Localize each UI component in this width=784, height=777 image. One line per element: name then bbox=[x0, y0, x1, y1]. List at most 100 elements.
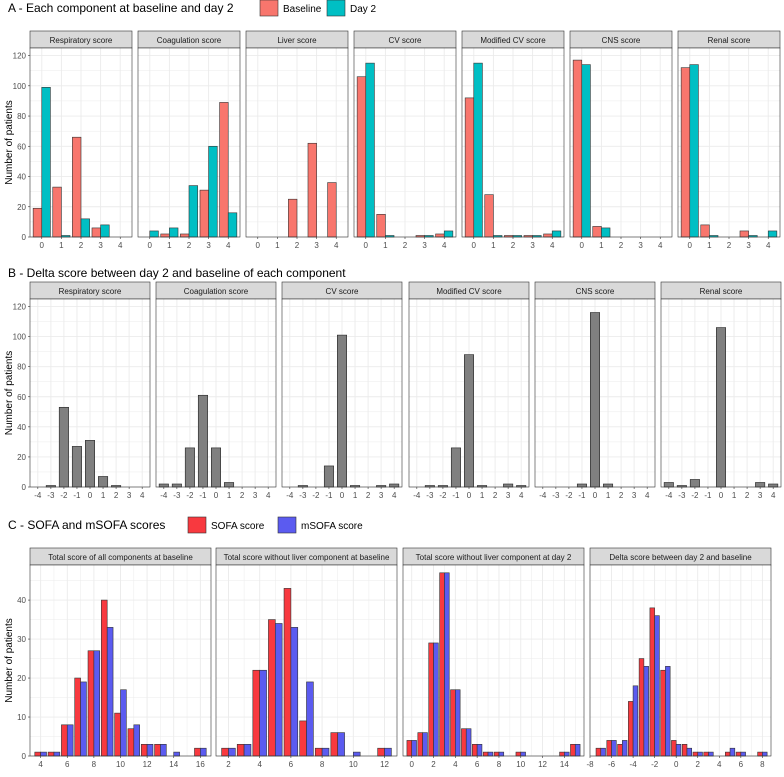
x-tick-label-B1--4: -4 bbox=[160, 491, 168, 500]
bar-msofa-C3-3 bbox=[708, 751, 714, 757]
x-tick-label-B4--4: -4 bbox=[539, 491, 547, 500]
x-tick-label-A1-1: 1 bbox=[167, 241, 172, 250]
x-tick-label-C3-8: 8 bbox=[760, 760, 765, 769]
x-tick-label-A2-3: 3 bbox=[314, 241, 319, 250]
bar-msofa-C2-2 bbox=[433, 642, 439, 757]
x-tick-label-C0-10: 10 bbox=[116, 760, 125, 769]
x-tick-label-B5-0: 0 bbox=[719, 491, 724, 500]
bar-delta-B2--1 bbox=[323, 465, 334, 488]
facet-title-B3: Modified CV score bbox=[436, 287, 502, 296]
y-tick-label-A-80: 80 bbox=[17, 112, 26, 121]
bar-sofa-C2-2 bbox=[428, 642, 434, 757]
x-tick-label-B2--4: -4 bbox=[286, 491, 294, 500]
x-tick-label-A0-0: 0 bbox=[40, 241, 45, 250]
x-tick-label-A3-2: 2 bbox=[403, 241, 408, 250]
facet-border-B2 bbox=[281, 298, 403, 488]
panel-b-title: B - Delta score between day 2 and baseli… bbox=[8, 266, 346, 280]
x-tick-label-B4--2: -2 bbox=[565, 491, 573, 500]
x-tick-label-A6-4: 4 bbox=[766, 241, 771, 250]
y-tick-label-B-0: 0 bbox=[22, 483, 27, 492]
x-tick-label-B0-3: 3 bbox=[127, 491, 132, 500]
bar-delta-B4--1 bbox=[576, 483, 587, 488]
x-tick-label-A2-0: 0 bbox=[256, 241, 261, 250]
bar-msofa-C0-13 bbox=[160, 744, 167, 757]
facet-border-C2 bbox=[402, 564, 585, 757]
bar-delta-B2-0 bbox=[337, 334, 347, 488]
bar-msofa-C3-6 bbox=[740, 751, 746, 757]
x-tick-label-A5-2: 2 bbox=[619, 241, 624, 250]
x-tick-label-A0-1: 1 bbox=[59, 241, 64, 250]
bar-delta-B5--2 bbox=[689, 479, 700, 488]
y-tick-label-B-100: 100 bbox=[13, 333, 27, 342]
bar-sofa-C1-8 bbox=[314, 747, 323, 757]
bar-sofa-C3--3 bbox=[638, 658, 645, 757]
legend-sofa-swatch bbox=[187, 516, 207, 534]
x-tick-label-B0-4: 4 bbox=[140, 491, 145, 500]
x-tick-label-B0-2: 2 bbox=[114, 491, 119, 500]
y-tick-label-B-80: 80 bbox=[17, 363, 26, 372]
bar-msofa-C2-10 bbox=[520, 751, 526, 757]
bar-sofa-C3--4 bbox=[628, 701, 634, 757]
x-tick-label-B4-1: 1 bbox=[606, 491, 611, 500]
bar-msofa-C2-5 bbox=[465, 728, 472, 757]
bar-sofa-C0-7 bbox=[74, 677, 81, 757]
bar-msofa-C1-7 bbox=[306, 681, 314, 757]
bar-sofa-C1-2 bbox=[221, 747, 229, 757]
x-tick-label-C2-2: 2 bbox=[431, 760, 436, 769]
facet-title-B1: Coagulation score bbox=[184, 287, 249, 296]
x-tick-label-A3-4: 4 bbox=[442, 241, 447, 250]
x-tick-label-B4--3: -3 bbox=[552, 491, 560, 500]
x-tick-label-A3-3: 3 bbox=[422, 241, 427, 250]
x-tick-label-A2-2: 2 bbox=[295, 241, 300, 250]
x-tick-label-C0-14: 14 bbox=[169, 760, 178, 769]
bar-msofa-C0-12 bbox=[146, 744, 154, 757]
x-tick-label-A6-0: 0 bbox=[688, 241, 693, 250]
bar-baseline-A0-0 bbox=[32, 207, 43, 238]
bar-sofa-C3-3 bbox=[703, 751, 709, 757]
x-tick-label-B3--4: -4 bbox=[413, 491, 421, 500]
x-tick-label-B2--2: -2 bbox=[312, 491, 320, 500]
bar-day2-A4-4 bbox=[551, 230, 562, 238]
facet-title-C0: Total score of all components at baselin… bbox=[48, 553, 193, 562]
bar-day2-A3-4 bbox=[443, 230, 454, 238]
x-tick-label-B5-3: 3 bbox=[758, 491, 763, 500]
bar-msofa-C1-3 bbox=[243, 744, 252, 757]
x-tick-label-A4-3: 3 bbox=[530, 241, 535, 250]
bar-msofa-C2-6 bbox=[476, 744, 483, 757]
x-tick-label-B3-4: 4 bbox=[519, 491, 524, 500]
x-tick-label-A6-1: 1 bbox=[707, 241, 712, 250]
bar-msofa-C3-8 bbox=[762, 751, 768, 757]
bar-delta-B0--1 bbox=[71, 446, 82, 488]
bar-sofa-C0-16 bbox=[194, 747, 201, 757]
bar-delta-B1-0 bbox=[211, 447, 221, 488]
bar-delta-B1--3 bbox=[171, 483, 182, 488]
bar-msofa-C3-5 bbox=[729, 747, 736, 757]
x-tick-label-B0--3: -3 bbox=[47, 491, 55, 500]
x-tick-label-B4-2: 2 bbox=[619, 491, 624, 500]
x-tick-label-B5--4: -4 bbox=[665, 491, 673, 500]
bar-delta-B4-1 bbox=[603, 483, 614, 488]
x-tick-label-C3--6: -6 bbox=[608, 760, 616, 769]
bar-sofa-C2-1 bbox=[417, 732, 423, 757]
bar-baseline-A4-4 bbox=[543, 233, 553, 238]
facet-border-A3 bbox=[353, 47, 457, 238]
x-tick-label-B0-1: 1 bbox=[101, 491, 106, 500]
x-tick-label-C3-4: 4 bbox=[717, 760, 722, 769]
bar-delta-B5-3 bbox=[755, 482, 766, 488]
facet-title-A0: Respiratory score bbox=[50, 36, 113, 45]
bar-msofa-C1-2 bbox=[228, 747, 236, 757]
legend-sofa-label: SOFA score bbox=[211, 521, 265, 532]
x-tick-label-A2-1: 1 bbox=[275, 241, 280, 250]
facet-border-C3 bbox=[589, 564, 772, 757]
bar-sofa-C3--1 bbox=[660, 669, 666, 757]
x-tick-label-A1-4: 4 bbox=[226, 241, 231, 250]
bar-msofa-C3--7 bbox=[600, 747, 606, 757]
facet-title-C1: Total score without liver component at b… bbox=[224, 553, 390, 562]
x-tick-label-A1-0: 0 bbox=[148, 241, 153, 250]
bar-sofa-C2-5 bbox=[461, 728, 467, 757]
bar-delta-B0--2 bbox=[58, 406, 69, 488]
bar-msofa-C1-9 bbox=[337, 732, 345, 757]
bar-msofa-C1-4 bbox=[259, 669, 267, 757]
y-tick-label-A-120: 120 bbox=[13, 52, 27, 61]
